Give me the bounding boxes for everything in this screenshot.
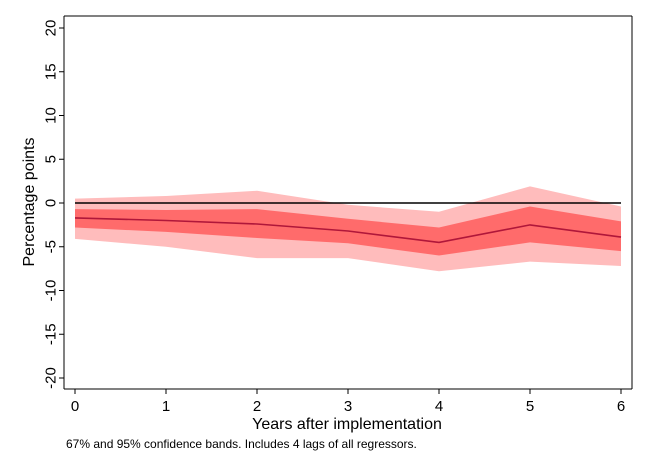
confidence-bands (75, 186, 621, 272)
y-tick-label: 10 (43, 107, 60, 124)
y-axis-title: Percentage points (21, 138, 38, 267)
y-tick-label: -5 (43, 240, 60, 253)
x-tick-label: 3 (344, 398, 352, 415)
estimate-line (74, 217, 622, 244)
tick-labels: -20 -15 -10 -5 0 5 10 15 20 0 1 2 3 4 5 6 (43, 20, 626, 415)
axes (59, 15, 633, 394)
y-tick-label: -20 (43, 367, 60, 389)
x-tick-label: 2 (253, 398, 261, 415)
chart-lines (74, 202, 622, 244)
y-tick-label: 15 (43, 63, 60, 80)
y-tick-label: 0 (43, 199, 60, 207)
x-tick-label: 0 (71, 398, 79, 415)
y-tick-label: 5 (43, 155, 60, 163)
chart-note: 67% and 95% confidence bands. Includes 4… (66, 437, 417, 451)
x-tick-label: 1 (162, 398, 170, 415)
x-tick-label: 4 (435, 398, 443, 415)
x-tick-label: 5 (526, 398, 534, 415)
y-tick-label: -10 (43, 280, 60, 302)
x-tick-label: 6 (617, 398, 625, 415)
y-tick-label: -15 (43, 323, 60, 345)
x-axis-title: Years after implementation (252, 416, 442, 433)
y-tick-label: 20 (43, 20, 60, 37)
